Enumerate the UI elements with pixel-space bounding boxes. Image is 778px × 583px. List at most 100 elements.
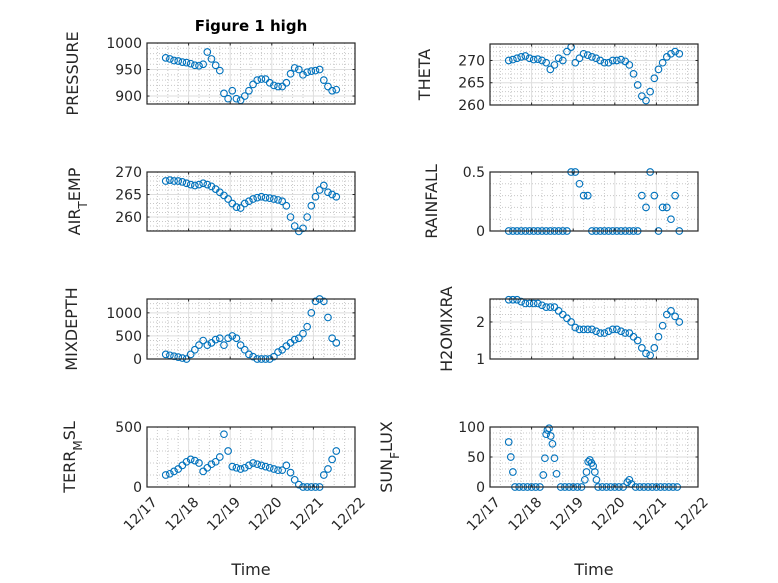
y-label-main: AIR bbox=[65, 209, 84, 236]
y-tick-label: 1000 bbox=[106, 306, 142, 322]
data-point bbox=[324, 313, 332, 322]
data-point bbox=[542, 58, 551, 67]
data-point bbox=[303, 68, 312, 77]
data-point bbox=[509, 295, 517, 304]
data-point bbox=[521, 52, 530, 60]
y-tick-label: 950 bbox=[115, 63, 142, 79]
data-point bbox=[290, 475, 299, 484]
data-point bbox=[596, 56, 605, 65]
data-point bbox=[228, 332, 237, 340]
data-point bbox=[249, 80, 257, 89]
data-point bbox=[299, 70, 307, 79]
data-point bbox=[228, 86, 237, 95]
data-point bbox=[582, 468, 591, 476]
data-point bbox=[186, 350, 195, 359]
data-point bbox=[224, 195, 232, 203]
y-tick-label: 100 bbox=[458, 420, 485, 436]
data-point bbox=[328, 334, 336, 343]
data-point bbox=[533, 299, 542, 308]
data-point bbox=[195, 180, 203, 189]
y-tick-label: 1 bbox=[476, 352, 485, 368]
data-point bbox=[211, 61, 220, 70]
x-tick-label: 12/20 bbox=[246, 494, 286, 534]
data-point bbox=[332, 192, 341, 201]
data-point bbox=[667, 307, 675, 315]
data-point bbox=[311, 66, 320, 75]
y-axis-label: H2OMIXRA bbox=[437, 286, 456, 372]
data-point bbox=[525, 54, 534, 63]
data-point bbox=[637, 191, 646, 200]
data-point bbox=[294, 480, 303, 489]
data-point bbox=[504, 438, 513, 446]
data-point bbox=[186, 455, 195, 464]
data-point bbox=[558, 56, 567, 65]
y-label-subscript: M bbox=[71, 440, 85, 450]
data-point bbox=[328, 86, 336, 95]
data-point bbox=[240, 199, 249, 208]
data-point bbox=[504, 295, 513, 304]
axes-box bbox=[146, 298, 356, 360]
subplot-h2omixra: 1 2 H2OMIXRA bbox=[437, 286, 699, 372]
data-point bbox=[253, 193, 262, 202]
data-point bbox=[319, 471, 328, 479]
data-point bbox=[207, 460, 216, 469]
data-point bbox=[274, 196, 282, 204]
data-point bbox=[311, 297, 320, 306]
data-point bbox=[299, 329, 307, 338]
data-point bbox=[236, 465, 245, 473]
x-tick-label: 12/21 bbox=[287, 494, 327, 534]
data-point bbox=[174, 177, 183, 185]
data-point bbox=[650, 191, 659, 200]
data-point bbox=[261, 193, 270, 202]
data-point bbox=[270, 81, 278, 90]
data-point bbox=[542, 430, 551, 439]
data-point bbox=[319, 76, 328, 84]
data-point bbox=[236, 204, 245, 212]
data-point bbox=[282, 78, 291, 87]
data-point bbox=[182, 179, 191, 188]
data-point bbox=[286, 69, 295, 78]
data-point bbox=[274, 348, 282, 356]
data-point bbox=[186, 59, 195, 68]
data-point bbox=[174, 353, 183, 362]
data-point bbox=[257, 75, 266, 83]
data-point bbox=[215, 66, 224, 75]
data-point bbox=[294, 65, 303, 74]
data-point bbox=[220, 341, 228, 350]
data-point bbox=[270, 465, 278, 473]
data-point bbox=[517, 53, 526, 61]
data-point bbox=[257, 192, 266, 201]
data-point bbox=[195, 341, 203, 350]
data-point bbox=[658, 58, 667, 67]
y-axis-label: RAINFALL bbox=[422, 164, 441, 239]
data-point bbox=[265, 463, 274, 472]
data-point bbox=[529, 55, 538, 64]
data-point bbox=[332, 338, 341, 347]
data-point bbox=[166, 55, 174, 63]
data-point bbox=[642, 349, 650, 358]
data-point bbox=[550, 454, 559, 463]
data-point bbox=[170, 467, 178, 476]
data-point bbox=[545, 424, 553, 433]
y-tick-label: 900 bbox=[115, 89, 142, 105]
y-label-main: MIXDEPTH bbox=[62, 287, 81, 370]
data-point bbox=[654, 65, 663, 74]
y-label-subscript: T bbox=[76, 201, 90, 210]
data-point bbox=[224, 334, 232, 343]
data-point bbox=[538, 301, 546, 310]
data-point bbox=[575, 54, 584, 63]
data-point bbox=[621, 329, 630, 337]
data-point bbox=[278, 466, 287, 475]
data-point bbox=[203, 48, 212, 56]
data-point bbox=[579, 191, 588, 200]
y-label-subscript: F bbox=[388, 452, 402, 459]
data-point bbox=[617, 327, 625, 336]
y-tick-label: 0 bbox=[133, 352, 142, 368]
y-tick-label: 0 bbox=[476, 480, 485, 496]
y-label-main: RAINFALL bbox=[422, 164, 441, 239]
y-tick-label: 500 bbox=[115, 329, 142, 345]
data-point bbox=[590, 468, 599, 476]
data-point bbox=[580, 475, 589, 484]
data-point bbox=[307, 67, 316, 75]
data-point bbox=[178, 178, 187, 186]
